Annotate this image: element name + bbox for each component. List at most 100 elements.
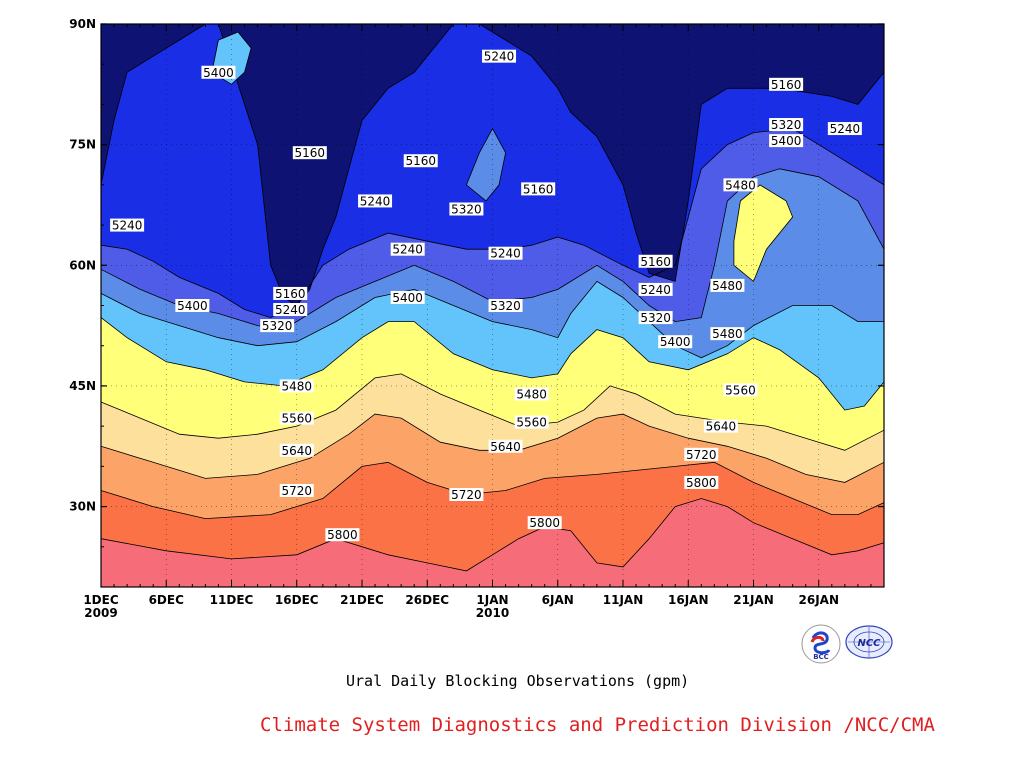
contour-label: 5400 — [177, 299, 208, 313]
contour-label: 5480 — [712, 279, 743, 293]
contour-label-bg — [827, 122, 862, 136]
contour-label-bg — [279, 379, 314, 393]
contour-label-bg — [638, 254, 673, 268]
contour-label: 5240 — [490, 247, 521, 261]
contour-label: 5800 — [686, 476, 717, 490]
y-tick-label: 60N — [69, 258, 96, 272]
contour-label-bg — [482, 49, 517, 63]
contour-label: 5320 — [262, 319, 293, 333]
contour-label-bg — [273, 286, 308, 300]
contour-label: 5640 — [490, 440, 521, 454]
contour-label-bg — [279, 483, 314, 497]
contour-label-bg — [769, 118, 804, 132]
contour-label-bg — [390, 290, 425, 304]
contour-label-bg — [110, 218, 145, 232]
y-tick-label: 75N — [69, 138, 96, 152]
contour-label: 5400 — [392, 291, 423, 305]
y-axis: 30N 45N 60N 75N 90N — [69, 17, 884, 588]
contour-label: 5720 — [686, 448, 717, 462]
ncc-logo: NCC — [844, 624, 894, 660]
contour-label: 5160 — [405, 154, 436, 168]
grid — [101, 24, 884, 587]
contour-line-5720 — [100, 461, 885, 520]
contour-label: 5560 — [516, 416, 547, 430]
contour-label-bg — [403, 154, 438, 168]
contour-label-bg — [684, 447, 719, 461]
contour-label-bg — [769, 77, 804, 91]
y-tick-label: 45N — [69, 379, 96, 393]
contour-label-bg — [449, 202, 484, 216]
y-tick-label: 90N — [69, 17, 96, 31]
contour-line-5480 — [100, 317, 885, 411]
contour-label-bg — [449, 488, 484, 502]
contour-label: 5240 — [830, 122, 861, 136]
contour-label-bg — [488, 439, 523, 453]
contour-label-bg — [710, 278, 745, 292]
x-tick-label: 11DEC — [210, 593, 254, 607]
contour-label-bg — [703, 419, 738, 433]
contour-label: 5400 — [660, 335, 691, 349]
contour-label: 5240 — [392, 243, 423, 257]
bcc-logo: BCC — [801, 624, 841, 664]
contour-label-bg — [658, 335, 693, 349]
ncc-logo-text: NCC — [857, 638, 881, 649]
contour-label-bg — [684, 475, 719, 489]
contour-label: 5320 — [451, 202, 482, 216]
x-tick-label: 2010 — [476, 606, 509, 620]
contour-label-bg — [769, 134, 804, 148]
contour-label-bg — [521, 182, 556, 196]
contour-label-bg — [260, 319, 295, 333]
blob-5480 — [733, 184, 794, 283]
contour-line-5400 — [100, 280, 884, 359]
x-tick-label: 21DEC — [340, 593, 384, 607]
contour-label: 5560 — [725, 383, 756, 397]
contour-label: 5480 — [725, 178, 756, 192]
contour-label-bg — [279, 411, 314, 425]
contour-label: 5240 — [640, 283, 671, 297]
contour-label: 5320 — [490, 299, 521, 313]
contour-label-bg — [390, 242, 425, 256]
contour-label-bg — [488, 246, 523, 260]
contour-label: 5480 — [516, 387, 547, 401]
contour-label-bg — [638, 311, 673, 325]
x-tick-label: 1DEC — [83, 593, 119, 607]
contour-line-5560 — [100, 373, 885, 451]
contour-label: 5160 — [275, 287, 306, 301]
contour-label: 5240 — [484, 50, 515, 64]
contour-label: 5160 — [640, 255, 671, 269]
contour-label-bg — [710, 327, 745, 341]
contour-label: 5640 — [281, 444, 312, 458]
contour-label: 5560 — [281, 412, 312, 426]
y-tick-label: 30N — [69, 500, 96, 514]
contour-label: 5400 — [203, 66, 234, 80]
x-tick-label: 16DEC — [275, 593, 319, 607]
contour-labels: 5240 5400 5160 5240 5160 5320 5240 5160 5240 5240… — [110, 49, 862, 542]
contour-label: 5640 — [706, 420, 737, 434]
chart-caption: Ural Daily Blocking Observations (gpm) — [346, 672, 690, 690]
contour-label-bg — [279, 443, 314, 457]
contour-label-bg — [514, 415, 549, 429]
contour-label-bg — [723, 178, 758, 192]
contour-label-bg — [273, 303, 308, 317]
contour-label: 5160 — [523, 182, 554, 196]
contour-label-bg — [488, 299, 523, 312]
contour-label: 5800 — [327, 528, 358, 542]
contour-label-bg — [527, 516, 562, 530]
contour-label: 5720 — [281, 484, 312, 498]
contour-label-bg — [201, 65, 236, 79]
contour-label: 5480 — [281, 379, 312, 393]
contour-label: 5320 — [771, 118, 802, 132]
contour-label: 5320 — [640, 311, 671, 325]
credit-text: Climate System Diagnostics and Predictio… — [260, 714, 935, 736]
contour-label: 5240 — [275, 303, 306, 317]
contour-label: 5160 — [771, 78, 802, 92]
x-tick-label: 6JAN — [542, 593, 574, 607]
x-tick-label: 21JAN — [733, 593, 774, 607]
contour-label: 5800 — [529, 516, 560, 530]
contour-label-bg — [292, 146, 327, 160]
x-tick-label: 16JAN — [668, 593, 709, 607]
contour-label: 5720 — [451, 488, 482, 502]
x-tick-label: 26DEC — [405, 593, 449, 607]
blob-5320 — [465, 127, 507, 202]
contour-line-5800 — [100, 498, 885, 572]
